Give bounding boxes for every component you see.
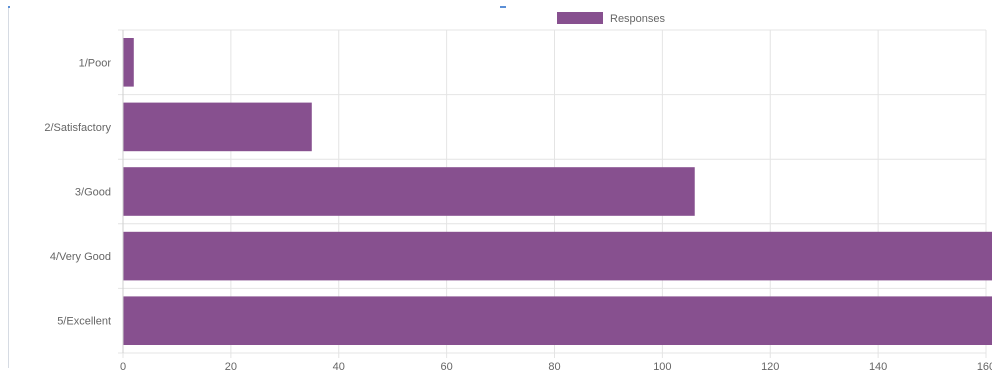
- bar-3-good: [123, 167, 695, 216]
- x-tick-label-6: 120: [761, 361, 779, 373]
- x-tick-label-8: 160: [977, 361, 992, 373]
- bar-4-very-good: [123, 231, 992, 281]
- legend-swatch: [557, 12, 603, 24]
- bar-5-excellent: [123, 296, 992, 345]
- x-tick-label-3: 60: [441, 361, 453, 373]
- grid-lines: [118, 29, 987, 358]
- x-tick-label-1: 20: [225, 361, 237, 373]
- x-tick-label-7: 140: [869, 361, 887, 373]
- left-frame-line: [8, 8, 9, 368]
- axes: 1/Poor 2/Satisfactory 3/Good 4/Very Good 5/E…: [44, 30, 992, 373]
- bars: [123, 38, 992, 345]
- y-tick-label-0: 1/Poor: [79, 57, 112, 69]
- x-tick-label-0: 0: [120, 361, 126, 373]
- frame-corner-mark: [8, 6, 10, 8]
- x-tick-label-5: 100: [653, 361, 671, 373]
- legend-label-responses: Responses: [610, 13, 666, 25]
- y-tick-label-4: 5/Excellent: [57, 316, 111, 328]
- x-tick-label-2: 40: [333, 361, 345, 373]
- x-tick-label-4: 80: [548, 361, 560, 373]
- frame-top-mark: [500, 6, 506, 8]
- legend[interactable]: Responses: [557, 12, 666, 25]
- y-tick-label-3: 4/Very Good: [50, 251, 111, 263]
- y-tick-label-1: 2/Satisfactory: [44, 122, 111, 134]
- y-tick-label-2: 3/Good: [75, 187, 111, 199]
- bar-2-satisfactory: [123, 102, 312, 152]
- bar-1-poor: [123, 38, 134, 87]
